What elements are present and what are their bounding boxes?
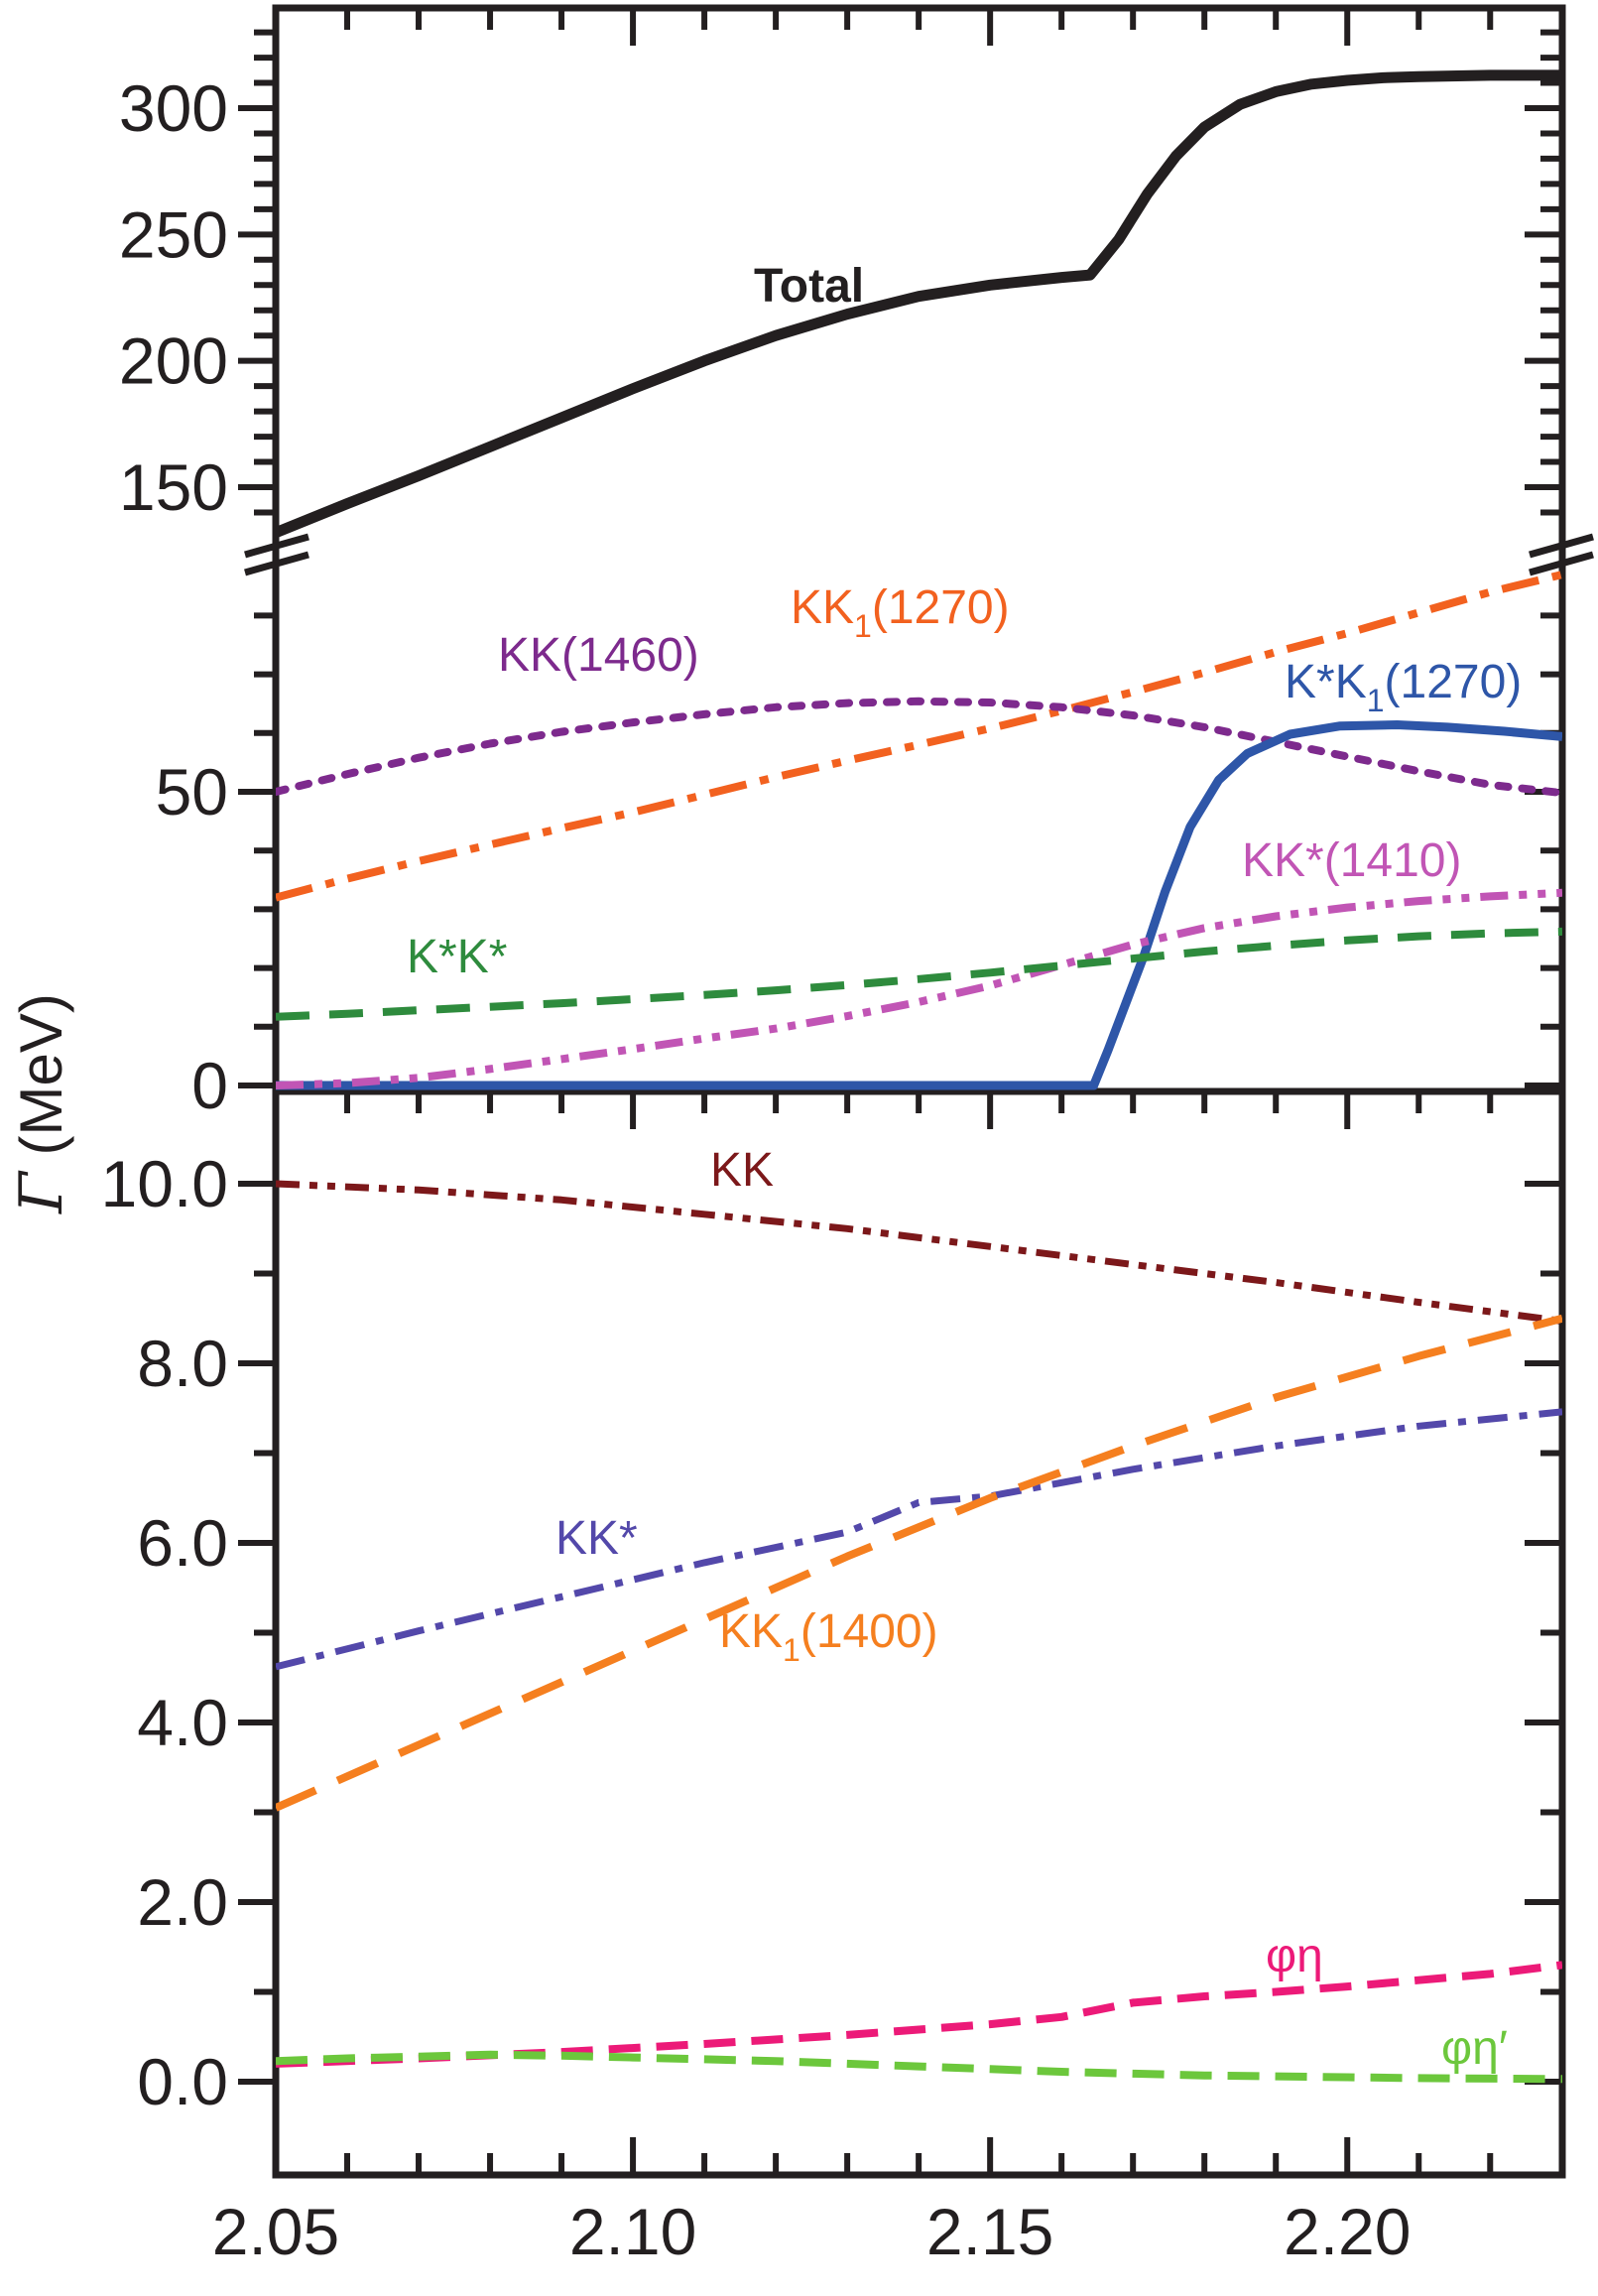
x-tick-label: 2.15 <box>926 2195 1053 2268</box>
label-kk: KK <box>710 1144 774 1197</box>
y-axis-ticks <box>238 29 1562 2085</box>
axis-break-marks <box>244 533 1594 576</box>
label-kk1-1400: KK1(1400) <box>719 1605 938 1668</box>
y-tick-label: 0 <box>191 1049 228 1122</box>
y-tick-label: 2.0 <box>137 1865 228 1939</box>
y-tick-label: 8.0 <box>137 1327 228 1400</box>
y-tick-label: 0.0 <box>137 2045 228 2118</box>
x-axis-labels: 2.05 2.10 2.15 2.20 <box>212 2195 1412 2268</box>
y-tick-label: 4.0 <box>137 1686 228 1759</box>
y-tick-label: 250 <box>119 197 228 271</box>
y-tick-label: 300 <box>119 71 228 145</box>
label-kkstar: KK* <box>555 1512 638 1565</box>
curve-kk1-1400 <box>276 1314 1562 1812</box>
y-tick-label: 200 <box>119 324 228 398</box>
curves <box>276 69 1562 2084</box>
curve-kk <box>276 1180 1562 1325</box>
x-tick-label: 2.05 <box>212 2195 339 2268</box>
break-slash <box>244 533 309 559</box>
label-kkstar-1410: KK*(1410) <box>1242 834 1461 887</box>
label-kstar-k1-1270: K*K1(1270) <box>1285 656 1522 718</box>
x-tick-label: 2.10 <box>569 2195 696 2268</box>
label-phi-eta: φη <box>1266 1930 1323 1982</box>
curve-kstar-kstar <box>276 927 1562 1021</box>
label-phi-eta-prime: φη′ <box>1441 2022 1508 2075</box>
break-slash <box>1529 533 1594 559</box>
y-tick-label: 6.0 <box>137 1506 228 1580</box>
y-axis-labels: 150 200 250 300 0 50 0.0 2.0 4.0 6.0 8.0 10.0 <box>101 71 228 2118</box>
break-slash <box>244 551 309 576</box>
label-kk-1460: KK(1460) <box>498 629 699 682</box>
label-kstar-kstar: K*K* <box>407 931 507 983</box>
curve-kkstar <box>276 1408 1562 1671</box>
y-tick-label: 50 <box>156 755 228 829</box>
curve-phi-eta-prime <box>276 2050 1562 2084</box>
y-tick-label: 150 <box>119 450 228 524</box>
curve-kstar-k1-1270 <box>276 720 1562 1090</box>
y-axis-title: Γ (MeV) <box>7 993 76 1214</box>
curve-kkstar-1410 <box>276 888 1562 1089</box>
x-axis-ticks <box>273 8 1494 2175</box>
x-tick-label: 2.20 <box>1284 2195 1411 2268</box>
break-slash <box>1529 551 1594 576</box>
curve-labels: Total KK(1460) KK1(1270) K*K1(1270) KK*(1410… <box>407 260 1522 2075</box>
label-kk1-1270: KK1(1270) <box>791 581 1010 644</box>
y-tick-label: 10.0 <box>101 1147 228 1220</box>
curve-phi-eta <box>276 1961 1562 2068</box>
curve-kk-1460 <box>276 697 1562 798</box>
label-total: Total <box>754 260 864 313</box>
curve-total <box>276 69 1562 538</box>
